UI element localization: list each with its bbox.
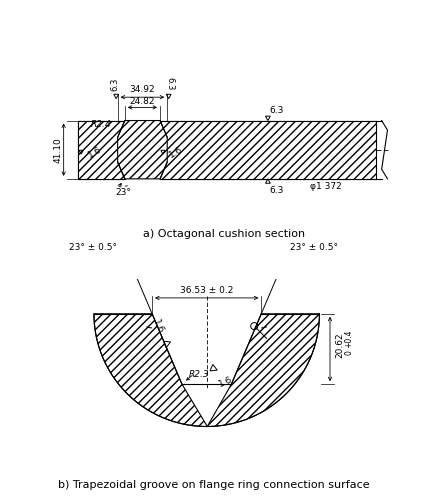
Text: 23°: 23° xyxy=(115,188,131,197)
Text: R2.4: R2.4 xyxy=(91,120,111,129)
Text: 1.6: 1.6 xyxy=(217,375,233,389)
Text: 20.62: 20.62 xyxy=(335,333,344,358)
Text: 34.92: 34.92 xyxy=(129,85,155,94)
Text: 6.3: 6.3 xyxy=(269,186,283,195)
Text: +0.4: +0.4 xyxy=(343,329,352,348)
Text: 23° ± 0.5°: 23° ± 0.5° xyxy=(68,243,117,252)
Text: a) Octagonal cushion section: a) Octagonal cushion section xyxy=(143,230,304,240)
Text: R2.3: R2.3 xyxy=(189,370,209,379)
Text: 1.6: 1.6 xyxy=(167,145,184,160)
Text: 6.3: 6.3 xyxy=(269,106,283,115)
Text: 23° ± 0.5°: 23° ± 0.5° xyxy=(289,243,337,252)
Text: 1.6: 1.6 xyxy=(151,318,165,335)
Text: 1.6: 1.6 xyxy=(86,145,103,160)
Polygon shape xyxy=(207,314,319,427)
Text: 0: 0 xyxy=(343,350,352,355)
Text: 6.3: 6.3 xyxy=(165,77,174,91)
Polygon shape xyxy=(94,314,207,427)
Text: 41.10: 41.10 xyxy=(53,137,62,163)
Text: 36.53 ± 0.2: 36.53 ± 0.2 xyxy=(180,286,233,295)
Polygon shape xyxy=(160,121,375,179)
Text: φ1 372: φ1 372 xyxy=(310,182,341,191)
Text: 24.82: 24.82 xyxy=(129,97,155,106)
Text: b) Trapezoidal groove on flange ring connection surface: b) Trapezoidal groove on flange ring con… xyxy=(58,480,369,490)
Polygon shape xyxy=(117,121,167,179)
Polygon shape xyxy=(78,121,125,179)
Text: 6.3: 6.3 xyxy=(110,77,119,91)
